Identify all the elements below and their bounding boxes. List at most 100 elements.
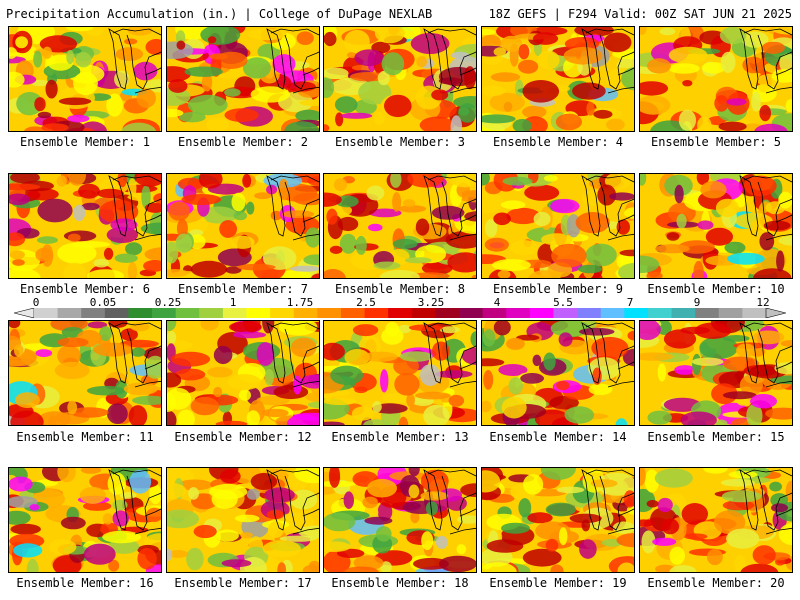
precip-blob <box>647 58 671 74</box>
ensemble-member-label: Ensemble Member: 7 <box>177 282 309 296</box>
ensemble-map-panel <box>8 26 162 132</box>
precip-blob <box>518 44 530 60</box>
precip-blob <box>99 326 112 341</box>
precip-blob <box>9 321 21 329</box>
precip-blob <box>167 549 189 558</box>
precip-blob <box>589 419 616 425</box>
precip-blob <box>590 479 618 488</box>
precip-blob <box>581 519 591 532</box>
precip-blob <box>550 198 580 214</box>
precip-blob <box>523 474 544 495</box>
precip-blob <box>609 192 634 201</box>
precip-blob <box>707 548 723 566</box>
precip-blob <box>718 121 747 131</box>
colorbar-tick-label: 7 <box>626 296 634 309</box>
precip-blob <box>350 72 387 82</box>
precip-blob <box>578 264 603 274</box>
precip-blob <box>303 254 319 266</box>
precip-blob <box>506 207 541 225</box>
precip-blob <box>691 357 724 366</box>
ensemble-member-label: Ensemble Member: 2 <box>177 135 309 149</box>
colorbar-tick-label: 9 <box>693 296 701 309</box>
precip-blob <box>26 558 39 572</box>
precip-blob <box>715 198 739 218</box>
precip-blob <box>518 59 539 74</box>
precip-blob <box>168 201 190 221</box>
colorbar-swatch <box>624 308 649 318</box>
precip-blob <box>493 321 511 336</box>
precip-blob <box>720 51 736 73</box>
precip-blob <box>556 380 570 391</box>
colorbar-swatch <box>128 308 153 318</box>
precip-blob <box>484 237 509 252</box>
precipitation-map <box>482 174 634 278</box>
precip-blob <box>367 478 397 498</box>
precip-blob <box>67 174 86 186</box>
precip-blob <box>551 243 587 268</box>
precip-blob <box>130 347 146 357</box>
precip-blob <box>372 401 382 413</box>
colorbar-swatch <box>506 308 531 318</box>
precip-blob <box>780 340 792 347</box>
precip-blob <box>102 530 141 544</box>
precip-blob <box>35 247 53 262</box>
precip-blob <box>57 345 81 367</box>
precip-blob <box>282 210 315 218</box>
precip-blob <box>394 372 420 396</box>
precip-blob <box>743 175 777 197</box>
precip-blob <box>115 380 128 399</box>
precip-blob <box>681 503 708 525</box>
ensemble-map-panel <box>481 173 635 279</box>
colorbar-swatch <box>34 308 59 318</box>
precip-blob <box>9 476 33 492</box>
precip-blob <box>81 202 100 211</box>
precip-blob <box>640 468 646 486</box>
precip-blob <box>696 174 710 185</box>
lake-outline <box>757 181 792 237</box>
precip-blob <box>58 97 92 106</box>
precip-blob <box>80 468 102 474</box>
precip-blob <box>368 208 402 218</box>
precip-blob <box>34 97 46 112</box>
precip-blob <box>404 257 432 264</box>
precip-blob <box>522 548 562 567</box>
precip-blob <box>518 498 532 518</box>
precip-blob <box>439 326 460 334</box>
precip-blob <box>486 539 524 553</box>
precip-blob <box>697 116 712 131</box>
lake-outline <box>270 322 319 330</box>
precip-blob <box>256 342 275 366</box>
lake-outline <box>108 322 128 384</box>
precip-blob <box>272 54 296 74</box>
precip-blob <box>295 109 319 122</box>
precip-blob <box>24 126 47 131</box>
precip-blob <box>106 93 123 117</box>
precip-blob <box>266 510 285 520</box>
precip-blob <box>763 220 791 231</box>
ensemble-map-panel <box>481 467 635 573</box>
precip-blob <box>336 205 352 216</box>
precip-blob <box>144 355 161 379</box>
precip-blob <box>752 545 776 565</box>
precip-blob <box>324 192 342 207</box>
lake-outline <box>757 475 792 531</box>
precip-blob <box>145 564 161 572</box>
ensemble-map-panel <box>166 173 320 279</box>
lake-outline <box>266 469 286 531</box>
precip-blob <box>262 246 297 270</box>
precip-blob <box>654 468 693 488</box>
colorbar-swatch <box>388 308 413 318</box>
precip-blob <box>215 420 248 425</box>
precip-blob <box>663 329 697 349</box>
precip-blob <box>377 70 390 86</box>
lake-outline <box>581 28 601 90</box>
lake-outline <box>441 34 476 90</box>
precip-blob <box>329 245 343 254</box>
precip-blob <box>167 321 177 331</box>
precip-blob <box>337 548 365 558</box>
lake-outline <box>284 475 319 531</box>
lake-outline <box>459 214 476 223</box>
lake-outline <box>743 469 792 477</box>
lake-outline <box>607 86 634 94</box>
precipitation-map <box>167 321 319 425</box>
